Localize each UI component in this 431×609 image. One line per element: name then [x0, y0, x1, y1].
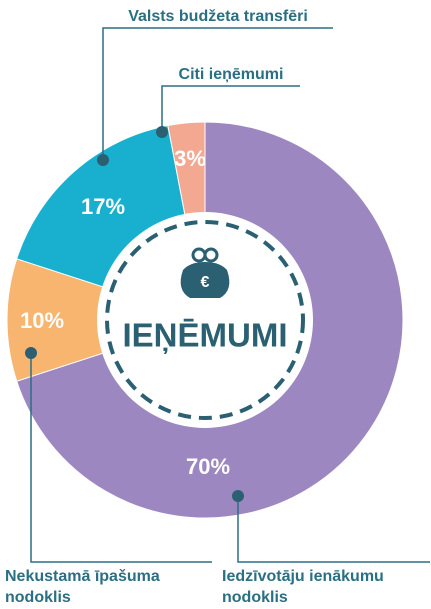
- leader-dot: [97, 154, 109, 166]
- center-label: IEŅĒMUMI: [123, 317, 288, 354]
- purse-clasp: [203, 247, 219, 263]
- leader-dot: [25, 347, 37, 359]
- leader-dot: [232, 490, 244, 502]
- leader-line: [30, 353, 212, 563]
- leader-line: [102, 27, 333, 160]
- dashed-ring: [105, 220, 305, 420]
- donut-hole: [97, 212, 313, 428]
- purse-icon: [180, 262, 230, 298]
- value-label: 70%: [186, 454, 230, 479]
- leader-line: [161, 85, 300, 132]
- category-label: Citi ieņēmumi: [178, 66, 284, 83]
- icon-text: €: [201, 274, 210, 291]
- value-label: 10%: [20, 308, 64, 333]
- leader-line: [237, 496, 430, 563]
- category-label: Iedzīvotāju ienākumu nodoklis: [222, 568, 384, 606]
- category-label: Valsts budžeta transfēri: [128, 8, 308, 25]
- value-label: 17%: [81, 194, 125, 219]
- category-label: Nekustamā īpašuma nodoklis: [5, 568, 160, 606]
- leader-dot: [156, 126, 168, 138]
- value-label: 3%: [174, 146, 206, 171]
